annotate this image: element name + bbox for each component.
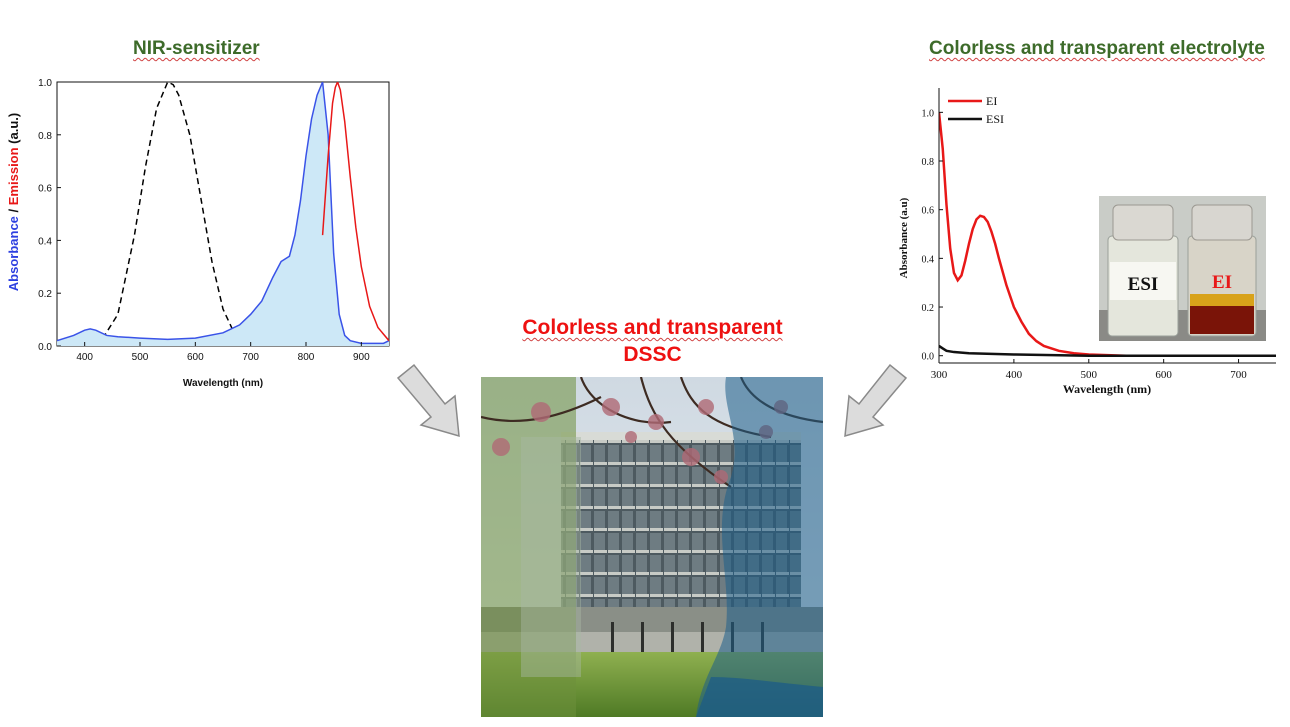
- left-ytick-label-2: 0.4: [38, 236, 52, 247]
- left-chart-ylabel: Absorbance / Emission (a.u.): [6, 113, 21, 291]
- legend-ei-label: EI: [986, 94, 997, 108]
- ei-liquid: [1190, 306, 1254, 334]
- center-title-line2: DSSC: [623, 343, 682, 366]
- right-ytick-label-4: 0.8: [922, 157, 935, 168]
- ylabel-separator: /: [6, 205, 21, 216]
- electrolyte-chart: 300 400 500 600 700 0.0 0.2 0.4 0.6 0.8 1.0 Wavele…: [898, 88, 1276, 396]
- left-chart-xlabel: Wavelength (nm): [183, 378, 263, 389]
- left-xtick-label-1: 500: [132, 352, 149, 363]
- left-ytick-label-5: 1.0: [38, 78, 52, 89]
- right-ytick-label-0: 0.0: [922, 352, 935, 363]
- center-panel-title: Colorless and transparent DSSC: [480, 314, 825, 368]
- center-title-line1: Colorless and transparent: [522, 316, 783, 339]
- right-chart-legend: EI ESI: [948, 94, 1004, 126]
- left-ytick-label-4: 0.8: [38, 131, 52, 142]
- legend-esi-label: ESI: [986, 112, 1004, 126]
- left-series-2-line: [321, 82, 389, 342]
- right-chart-ylabel: Absorbance (a.u): [898, 197, 910, 278]
- left-xtick-label-4: 800: [298, 352, 315, 363]
- left-series-1-area: [57, 82, 389, 346]
- ylabel-unit: (a.u.): [6, 113, 21, 148]
- right-xtick-label-1: 400: [1006, 369, 1023, 381]
- esi-vial-cap-icon: [1112, 204, 1174, 241]
- right-ytick-label-3: 0.6: [922, 206, 935, 217]
- left-ytick-label-0: 0.0: [38, 342, 52, 353]
- transparent-dssc-photo: [481, 377, 823, 717]
- right-xtick-label-0: 300: [931, 369, 948, 381]
- vials-inset-photo: ESI EI: [1099, 196, 1266, 341]
- left-series-1-line: [57, 82, 389, 345]
- right-panel-title: Colorless and transparent electrolyte: [929, 38, 1265, 59]
- left-xtick-label-0: 400: [76, 352, 93, 363]
- left-xtick-label-3: 700: [242, 352, 259, 363]
- left-xtick-label-5: 900: [353, 352, 370, 363]
- left-panel-title: NIR-sensitizer: [133, 38, 260, 59]
- ylabel-absorbance: Absorbance: [6, 216, 21, 291]
- right-ytick-label-2: 0.4: [922, 254, 935, 265]
- left-series-0-line: [84, 82, 251, 346]
- right-chart-xlabel: Wavelength (nm): [1063, 382, 1151, 396]
- left-arrow-icon: [396, 363, 460, 438]
- right-xtick-label-3: 600: [1155, 369, 1172, 381]
- esi-vial-label-patch: [1110, 262, 1176, 300]
- ei-vial-cap-icon: [1191, 204, 1253, 241]
- ylabel-emission: Emission: [6, 147, 21, 205]
- right-ytick-label-5: 1.0: [922, 108, 935, 119]
- right-series-ESI-line: [939, 344, 1276, 357]
- right-ytick-label-1: 0.2: [922, 303, 935, 314]
- left-ytick-label-3: 0.6: [38, 184, 52, 195]
- ei-liquid-top: [1190, 294, 1254, 308]
- ei-vial-label: EI: [1212, 272, 1232, 293]
- left-ytick-label-1: 0.2: [38, 289, 52, 300]
- right-arrow-icon: [844, 363, 908, 438]
- esi-vial-label: ESI: [1128, 274, 1159, 295]
- nir-sensitizer-chart: 400 500 600 700 800 900 0.0 0.2 0.4 0.6 0.8 1.0 Wav…: [6, 78, 390, 389]
- right-xtick-label-2: 500: [1081, 369, 1098, 381]
- right-xtick-label-4: 700: [1230, 369, 1247, 381]
- left-xtick-label-2: 600: [187, 352, 204, 363]
